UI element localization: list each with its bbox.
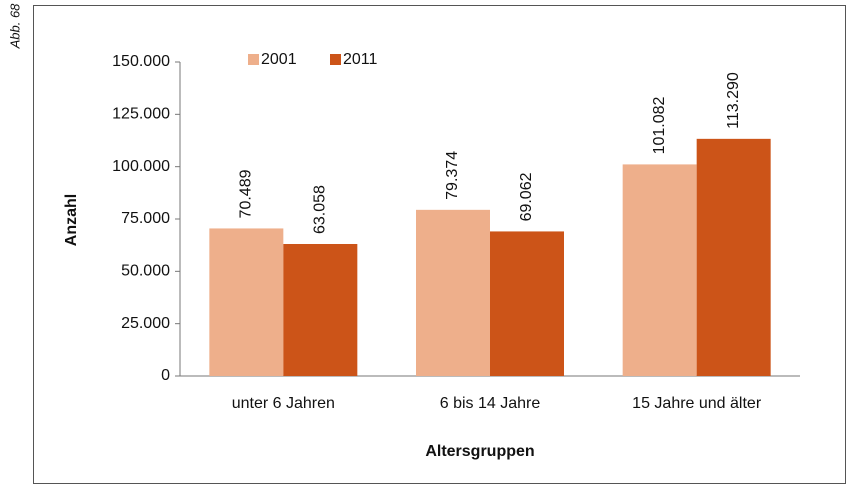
value-label: 70.489 <box>238 169 255 218</box>
legend-swatch <box>330 54 341 65</box>
frame <box>33 5 846 484</box>
value-label: 69.062 <box>518 172 535 221</box>
value-label: 113.290 <box>725 72 742 129</box>
y-tick-label: 25.000 <box>121 315 170 332</box>
y-axis-label: Anzahl <box>63 194 80 246</box>
y-tick-label: 150.000 <box>112 53 170 70</box>
bar <box>696 138 771 376</box>
legend-swatch <box>248 54 259 65</box>
value-label: 101.082 <box>651 96 668 154</box>
bar <box>209 228 284 376</box>
x-axis-label: Altersgruppen <box>425 443 534 460</box>
legend-label: 2001 <box>261 51 297 68</box>
value-label: 79.374 <box>444 151 461 200</box>
bar <box>490 231 564 376</box>
figure-label: Abb. 68 <box>7 3 22 50</box>
x-tick-label: 15 Jahre und älter <box>632 395 762 412</box>
y-tick-label: 0 <box>161 367 170 384</box>
bar <box>622 164 697 376</box>
x-tick-label: 6 bis 14 Jahre <box>440 395 541 412</box>
y-tick-label: 50.000 <box>121 263 170 280</box>
legend-label: 2011 <box>343 51 378 68</box>
bar <box>416 209 490 376</box>
y-tick-label: 100.000 <box>112 158 170 175</box>
y-tick-label: 75.000 <box>121 210 170 227</box>
value-label: 63.058 <box>312 185 329 234</box>
y-tick-label: 125.000 <box>112 106 170 123</box>
bar <box>283 243 358 376</box>
x-tick-label: unter 6 Jahren <box>232 395 335 412</box>
